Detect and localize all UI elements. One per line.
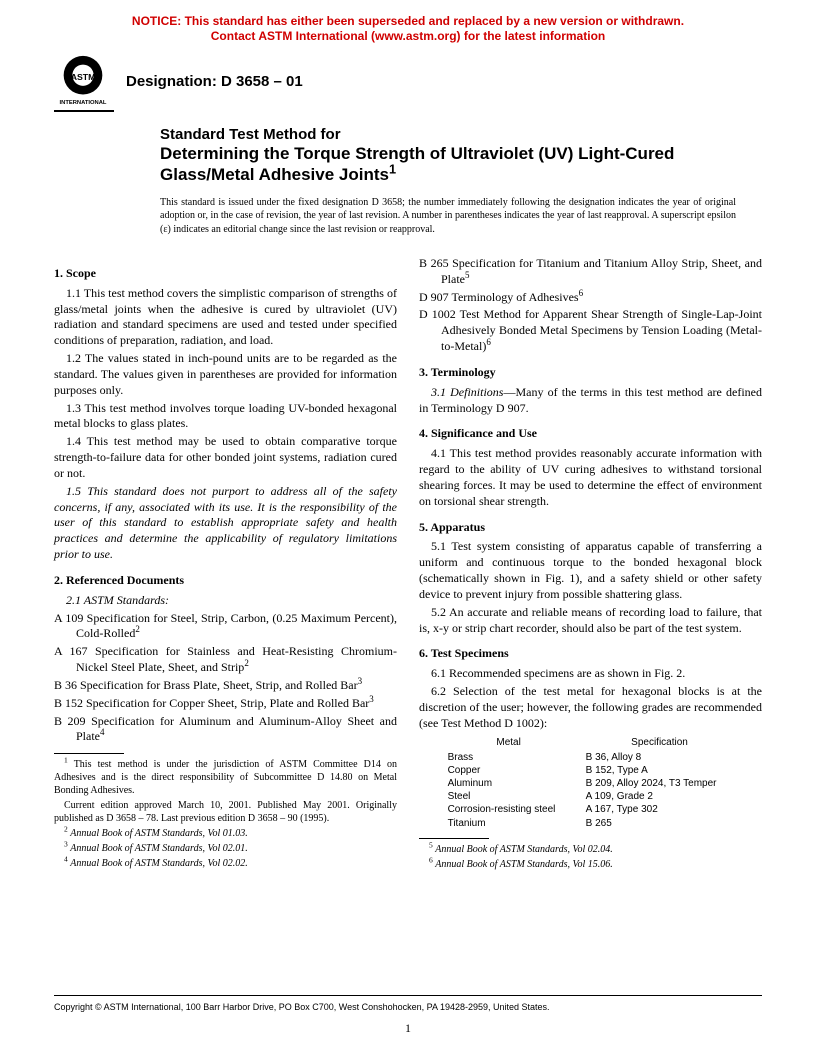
table-row: SteelA 109, Grade 2 <box>440 790 742 803</box>
ref-item: B 209 Specification for Aluminum and Alu… <box>54 714 397 746</box>
footnotes-left: 1 This test method is under the jurisdic… <box>54 758 397 870</box>
ref-sub-text: 2.1 ASTM Standards: <box>66 593 169 607</box>
issuance-note: This standard is issued under the fixed … <box>160 196 736 237</box>
scope-para: 1.1 This test method covers the simplist… <box>54 286 397 349</box>
page-number: 1 <box>0 1021 816 1036</box>
notice-line1: NOTICE: This standard has either been su… <box>132 14 684 28</box>
ref-item: B 265 Specification for Titanium and Tit… <box>419 256 762 288</box>
spec-col-metal: Metal <box>440 736 578 751</box>
table-row: AluminumB 209, Alloy 2024, T3 Temper <box>440 777 742 790</box>
title-block: Standard Test Method for Determining the… <box>160 126 736 186</box>
svg-text:INTERNATIONAL: INTERNATIONAL <box>60 100 107 106</box>
left-column: 1. Scope 1.1 This test method covers the… <box>54 256 397 873</box>
scope-para: 1.2 The values stated in inch-pound unit… <box>54 351 397 398</box>
title-superscript: 1 <box>389 162 396 177</box>
title-main: Determining the Torque Strength of Ultra… <box>160 143 736 186</box>
svg-text:ASTM: ASTM <box>71 72 96 82</box>
ref-heading: 2. Referenced Documents <box>54 573 397 589</box>
ref-item: D 907 Terminology of Adhesives6 <box>419 290 762 306</box>
astm-logo: ASTM INTERNATIONAL <box>54 52 112 110</box>
scope-para: 1.3 This test method involves torque loa… <box>54 401 397 433</box>
metal-spec-table: Metal Specification BrassB 36, Alloy 8 C… <box>440 736 742 830</box>
ref-item: A 109 Specification for Steel, Strip, Ca… <box>54 611 397 643</box>
title-text: Determining the Torque Strength of Ultra… <box>160 144 674 184</box>
specimens-heading: 6. Test Specimens <box>419 646 762 662</box>
logo-underline <box>54 110 114 112</box>
scope-heading: 1. Scope <box>54 266 397 282</box>
ref-item: B 36 Specification for Brass Plate, Shee… <box>54 678 397 694</box>
term-lead: 3.1 Definitions <box>431 385 503 399</box>
apparatus-para: 5.1 Test system consisting of apparatus … <box>419 539 762 602</box>
header: ASTM INTERNATIONAL Designation: D 3658 –… <box>54 52 762 110</box>
terminology-para: 3.1 Definitions—Many of the terms in thi… <box>419 385 762 417</box>
table-row: Corrosion-resisting steelA 167, Type 302 <box>440 803 742 816</box>
apparatus-heading: 5. Apparatus <box>419 520 762 536</box>
body-columns: 1. Scope 1.1 This test method covers the… <box>54 256 762 873</box>
ref-item: A 167 Specification for Stainless and He… <box>54 644 397 676</box>
apparatus-para: 5.2 An accurate and reliable means of re… <box>419 605 762 637</box>
table-row: BrassB 36, Alloy 8 <box>440 751 742 764</box>
notice-banner: NOTICE: This standard has either been su… <box>0 0 816 44</box>
designation: Designation: D 3658 – 01 <box>126 73 303 90</box>
title-prefix: Standard Test Method for <box>160 126 736 143</box>
significance-heading: 4. Significance and Use <box>419 426 762 442</box>
table-row: TitaniumB 265 <box>440 817 742 830</box>
scope-safety: 1.5 This standard does not purport to ad… <box>54 484 397 563</box>
notice-line2: Contact ASTM International (www.astm.org… <box>211 29 605 43</box>
specimens-para: 6.2 Selection of the test metal for hexa… <box>419 684 762 731</box>
spec-col-spec: Specification <box>578 736 742 751</box>
copyright: Copyright © ASTM International, 100 Barr… <box>54 995 762 1012</box>
terminology-heading: 3. Terminology <box>419 365 762 381</box>
significance-para: 4.1 This test method provides reasonably… <box>419 446 762 509</box>
ref-subheading: 2.1 ASTM Standards: <box>54 593 397 609</box>
footnote-rule <box>54 753 124 754</box>
ref-item: B 152 Specification for Copper Sheet, St… <box>54 696 397 712</box>
specimens-para: 6.1 Recommended specimens are as shown i… <box>419 666 762 682</box>
table-row: CopperB 152, Type A <box>440 764 742 777</box>
ref-item: D 1002 Test Method for Apparent Shear St… <box>419 307 762 354</box>
scope-para: 1.4 This test method may be used to obta… <box>54 434 397 481</box>
footnotes-right: 5 Annual Book of ASTM Standards, Vol 02.… <box>419 843 762 871</box>
footnote-rule <box>419 838 489 839</box>
right-column: B 265 Specification for Titanium and Tit… <box>419 256 762 873</box>
